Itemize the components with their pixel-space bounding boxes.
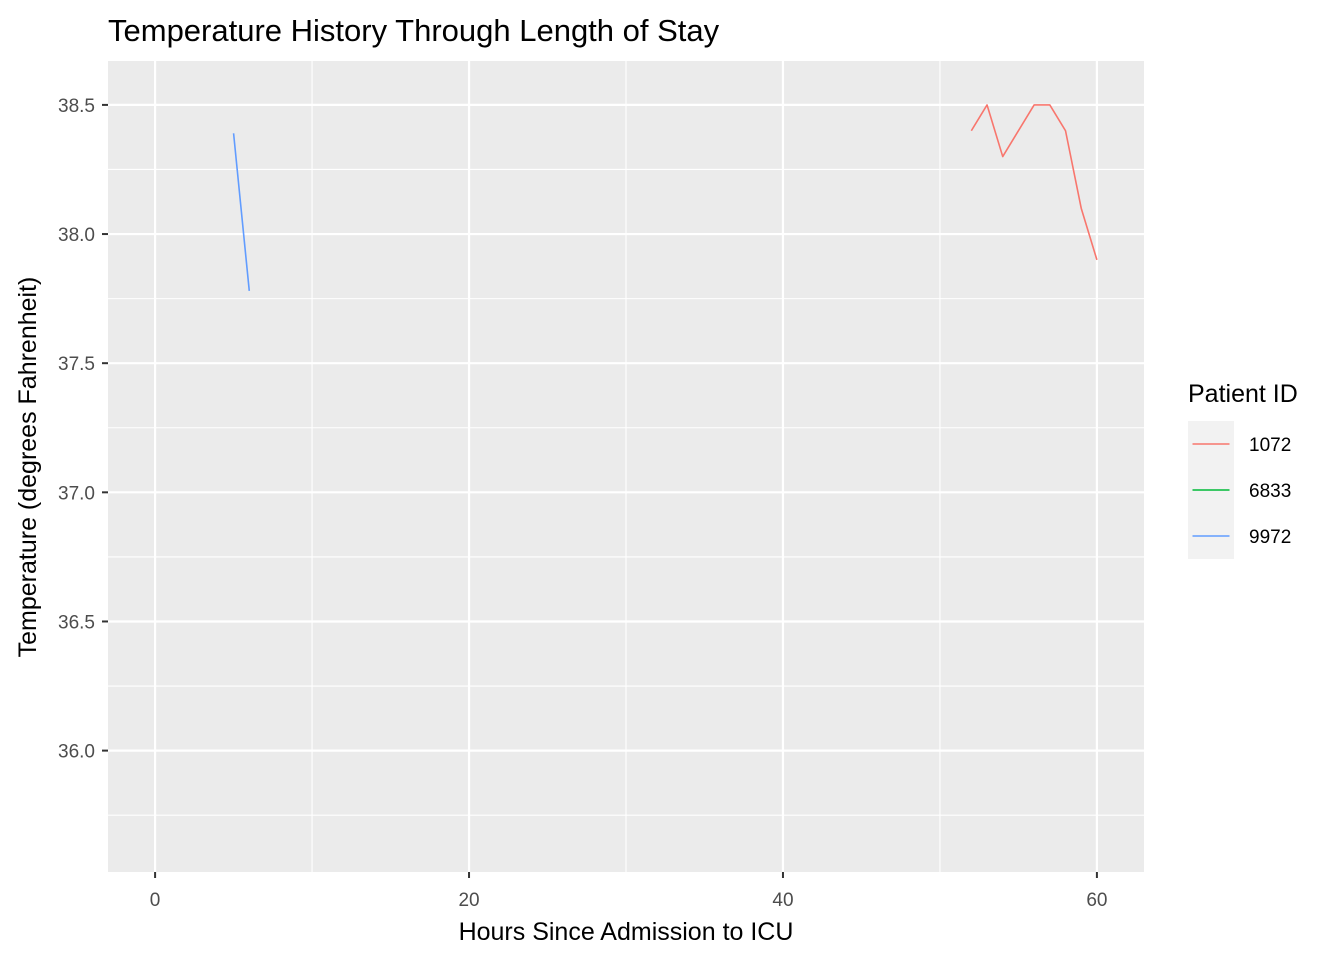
series-line-1072: [970, 104, 1098, 261]
legend-label-1072: 1072: [1249, 435, 1291, 456]
series-line-9972: [232, 133, 251, 291]
x-tick-label: 20: [458, 890, 479, 911]
legend-label-9972: 9972: [1249, 527, 1291, 548]
y-tick-label: 36.5: [58, 612, 95, 633]
x-tick-label: 60: [1086, 890, 1107, 911]
x-axis: 0 20 40 60: [150, 872, 1107, 911]
legend: Patient ID 1072 6833 9972: [1188, 380, 1298, 559]
y-tick-label: 38.0: [58, 225, 95, 246]
x-tick-label: 40: [772, 890, 793, 911]
grid-minor: [108, 61, 1144, 872]
y-axis: 36.0 36.5 37.0 37.5 38.0 38.5: [58, 96, 108, 763]
y-tick-label: 38.5: [58, 96, 95, 117]
chart-title: Temperature History Through Length of St…: [108, 13, 720, 48]
y-tick-label: 37.5: [58, 354, 95, 375]
x-axis-title: Hours Since Admission to ICU: [459, 918, 794, 946]
y-tick-label: 36.0: [58, 742, 95, 763]
y-axis-title: Temperature (degrees Fahrenheit): [14, 277, 42, 658]
grid-major: [108, 61, 1144, 872]
x-tick-label: 0: [150, 890, 161, 911]
series-layer: [232, 104, 1098, 291]
legend-label-6833: 6833: [1249, 481, 1291, 502]
y-tick-label: 37.0: [58, 483, 95, 504]
legend-items: 1072 6833 9972: [1188, 421, 1291, 559]
legend-title: Patient ID: [1188, 380, 1298, 408]
